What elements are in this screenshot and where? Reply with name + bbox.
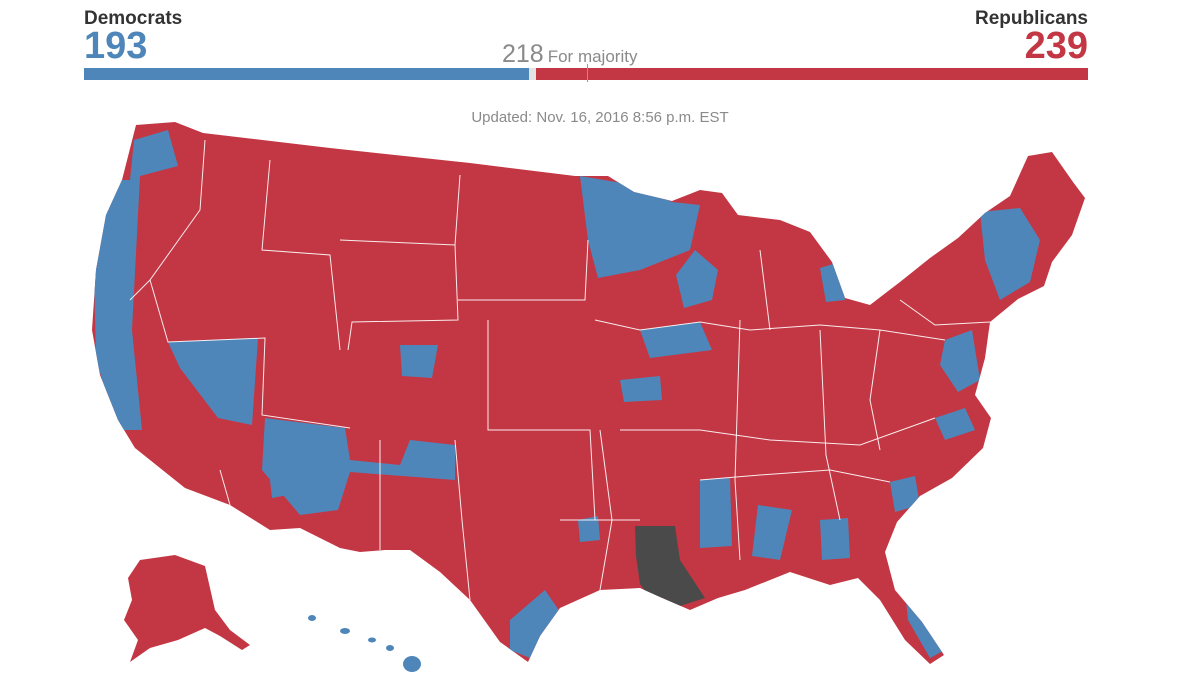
seat-progress-bar (84, 64, 1088, 82)
undecided-districts (635, 526, 705, 606)
republican-seats-bar (536, 68, 1088, 80)
democrats-label: Democrats (84, 8, 183, 29)
republicans-seat-count: 239 (1024, 25, 1088, 67)
democrat-districts (92, 130, 1040, 660)
majority-label: For majority (547, 47, 638, 66)
majority-marker (587, 64, 589, 82)
democrat-seats-bar (84, 68, 530, 80)
republicans-label: Republicans (975, 8, 1088, 29)
hawaii (308, 615, 421, 672)
alaska (124, 555, 250, 662)
results-header: Democrats 193 Republicans 239 218 For maj… (84, 0, 1088, 86)
undecided-seats-bar (529, 68, 537, 80)
majority-number: 218 (502, 40, 544, 68)
contiguous-us (92, 122, 1085, 664)
democrats-seat-count: 193 (84, 25, 148, 67)
majority-threshold: 218 For majority (502, 40, 637, 69)
district-boundaries (129, 139, 991, 601)
updated-timestamp: Updated: Nov. 16, 2016 8:56 p.m. EST (471, 109, 729, 126)
